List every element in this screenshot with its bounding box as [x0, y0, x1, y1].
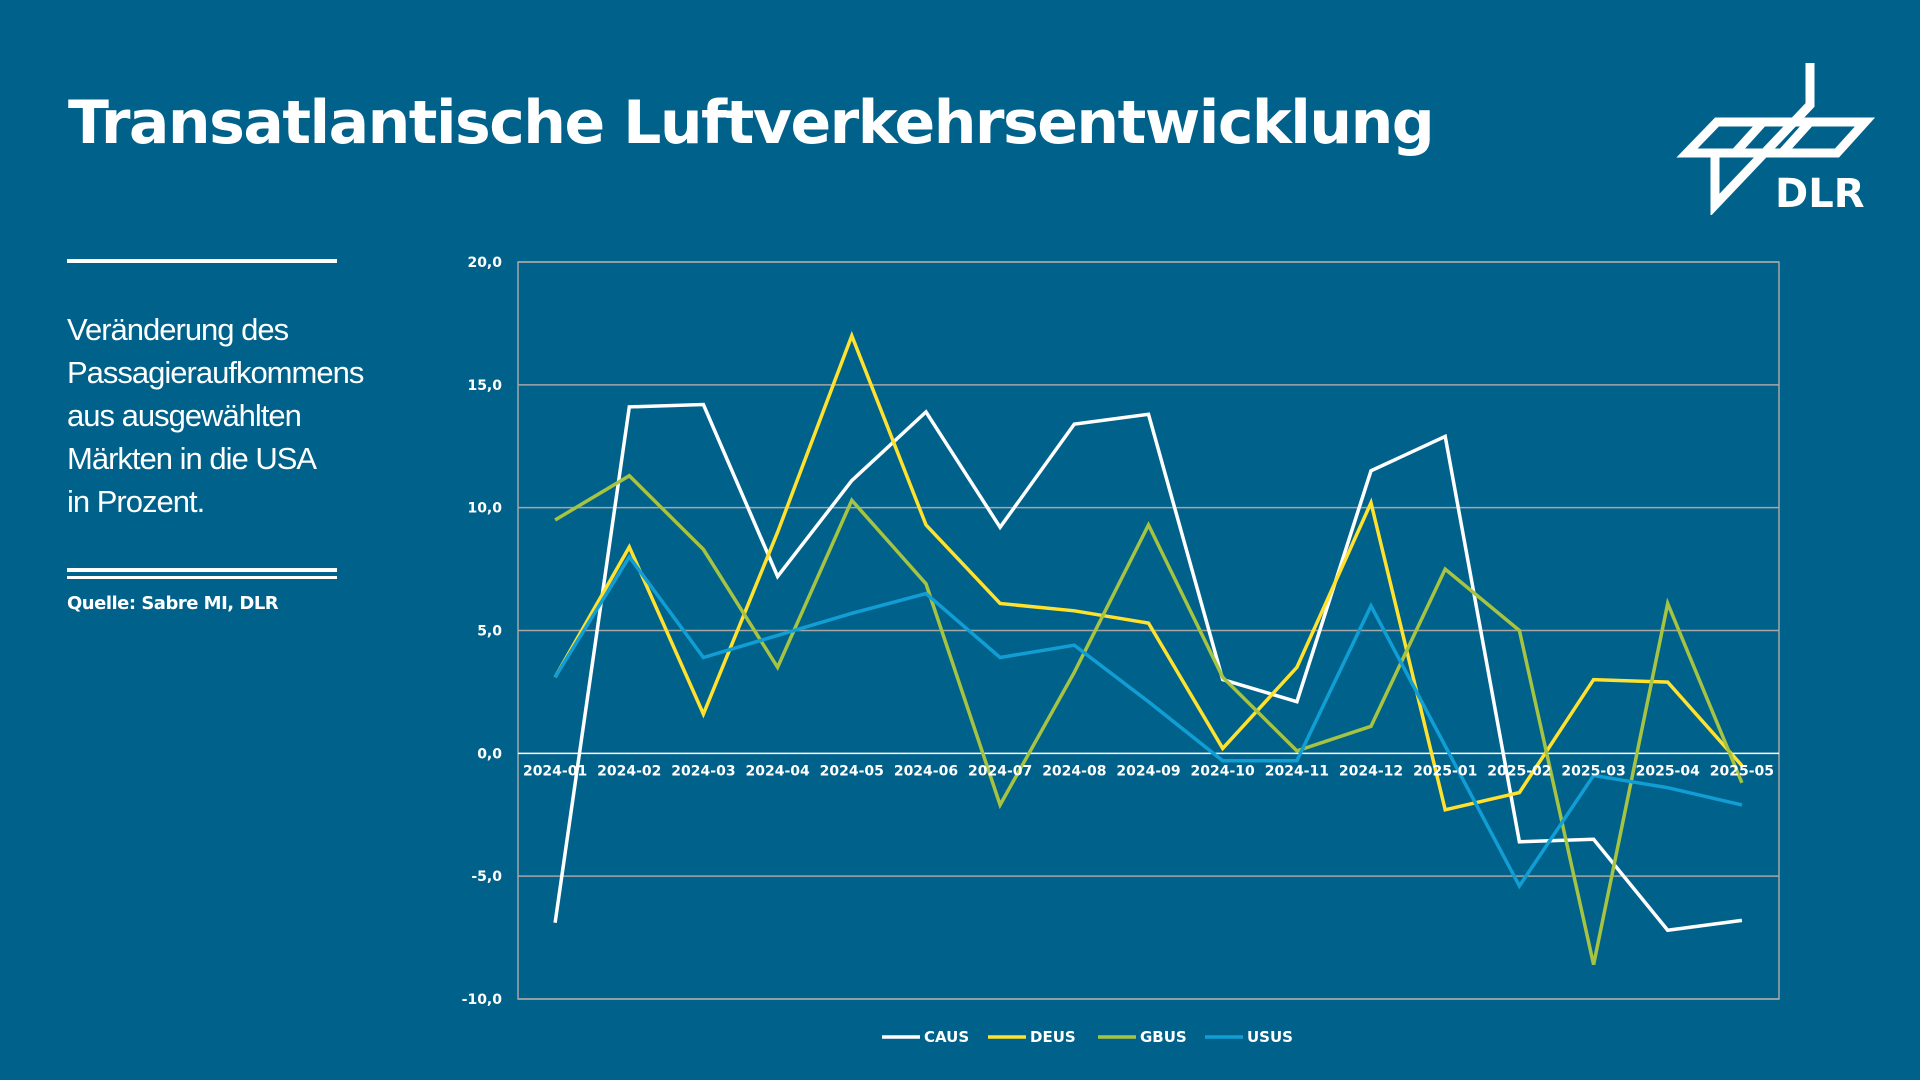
series-line-caus: [553, 402, 1743, 933]
legend-label: GBUS: [1140, 1028, 1187, 1046]
description-line: Passagieraufkommens: [67, 355, 364, 390]
source-note: Quelle: Sabre MI, DLR: [67, 593, 279, 614]
x-tick-label: 2024-10: [1191, 763, 1256, 779]
y-tick-label: -10,0: [462, 992, 503, 1008]
divider-double-top: [67, 568, 337, 572]
y-tick-label: 10,0: [467, 501, 502, 517]
description-line: Veränderung des: [67, 312, 289, 347]
x-tick-label: 2025-02: [1487, 763, 1551, 779]
x-tick-label: 2024-12: [1339, 763, 1403, 779]
logo-grid: [1731, 118, 1814, 157]
divider-double-bottom: [67, 576, 337, 579]
dlr-logo: DLR: [1676, 63, 1875, 215]
x-tick-label: 2024-04: [745, 763, 810, 779]
x-tick-label: 2024-03: [671, 763, 735, 779]
x-tick-label: 2025-03: [1561, 763, 1625, 779]
chart-description: Veränderung des Passagieraufkommens aus …: [67, 308, 407, 523]
y-tick-label: 0,0: [477, 746, 502, 762]
x-tick-label: 2024-01: [523, 763, 587, 779]
legend-item-usus: USUS: [1205, 1028, 1293, 1046]
x-tick-label: 2024-11: [1265, 763, 1329, 779]
x-tick-label: 2024-05: [820, 763, 884, 779]
description-line: Märkten in die USA: [67, 441, 317, 476]
divider-top: [67, 259, 337, 263]
y-tick-label: 20,0: [467, 255, 502, 271]
series-line-usus: [553, 553, 1743, 890]
y-tick-label: 15,0: [467, 378, 502, 394]
x-tick-label: 2024-07: [968, 763, 1032, 779]
logo-wing-horizontal: [1676, 117, 1875, 158]
y-tick-label: -5,0: [471, 869, 502, 885]
x-tick-label: 2024-06: [894, 763, 958, 779]
x-tick-label: 2024-08: [1042, 763, 1106, 779]
x-tick-label: 2025-01: [1413, 763, 1477, 779]
legend-label: CAUS: [924, 1028, 969, 1046]
description-line: aus ausgewählten: [67, 398, 302, 433]
legend-label: DEUS: [1030, 1028, 1076, 1046]
legend-item-caus: CAUS: [882, 1028, 969, 1046]
description-line: in Prozent.: [67, 484, 205, 519]
page-title: Transatlantische Luftverkehrsentwicklung: [68, 88, 1435, 158]
logo-text: DLR: [1775, 171, 1865, 215]
y-tick-label: 5,0: [477, 624, 502, 640]
x-tick-label: 2024-09: [1116, 763, 1180, 779]
x-tick-label: 2025-04: [1636, 763, 1701, 779]
x-tick-label: 2025-05: [1710, 763, 1774, 779]
series-line-deus: [553, 330, 1744, 812]
series-line-gbus: [554, 473, 1744, 965]
legend-label: USUS: [1247, 1028, 1293, 1046]
legend-item-deus: DEUS: [988, 1028, 1076, 1046]
x-tick-label: 2024-02: [597, 763, 661, 779]
legend-item-gbus: GBUS: [1098, 1028, 1187, 1046]
